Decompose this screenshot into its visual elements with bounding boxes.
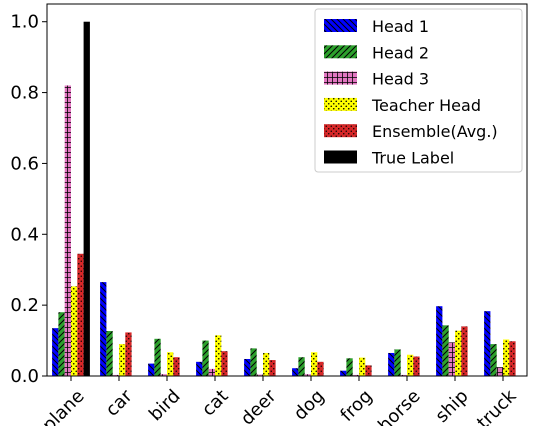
bar-truck-series-4 <box>509 341 516 376</box>
legend-label-0: Head 1 <box>372 17 429 36</box>
bar-plane-series-3 <box>71 286 78 376</box>
bar-plane-series-1 <box>58 312 65 376</box>
legend-label-2: Head 3 <box>372 70 429 89</box>
x-tick-label-frog: frog <box>336 386 376 426</box>
bar-plane-series-4 <box>77 253 84 376</box>
bar-deer-series-1 <box>250 348 257 376</box>
bar-bird-series-4 <box>173 357 180 376</box>
bar-frog-series-1 <box>346 358 353 376</box>
x-tick-label-car: car <box>102 385 137 420</box>
x-tick-label-deer: deer <box>237 385 281 426</box>
bar-deer-series-0 <box>244 358 251 376</box>
bar-bird-series-0 <box>148 363 155 376</box>
bar-plane-series-2 <box>64 85 71 377</box>
bar-horse-series-0 <box>388 352 395 376</box>
bar-car-series-2 <box>112 374 119 376</box>
bar-bird-series-1 <box>154 338 161 376</box>
legend-swatch-1 <box>324 45 357 59</box>
bar-ship-series-1 <box>442 325 449 376</box>
legend-label-5: True Label <box>371 149 454 168</box>
x-tick-label-plane: plane <box>38 386 88 426</box>
bar-bird-series-2 <box>160 374 167 376</box>
y-tick-label: 0.2 <box>10 295 39 316</box>
plot-frame <box>46 3 528 377</box>
bar-car-series-1 <box>106 331 113 376</box>
bar-deer-series-4 <box>269 360 276 376</box>
y-tick-label: 0.8 <box>10 83 39 104</box>
bar-dog-series-4 <box>317 361 324 376</box>
bar-frog-series-4 <box>365 365 372 376</box>
legend-label-3: Teacher Head <box>371 96 481 115</box>
bar-cat-series-3 <box>215 335 222 376</box>
bar-dog-series-1 <box>298 357 305 376</box>
bar-horse-series-4 <box>413 356 420 376</box>
bar-horse-series-2 <box>400 374 407 376</box>
legend-label-4: Ensemble(Avg.) <box>372 122 498 141</box>
bar-truck-series-2 <box>496 367 503 376</box>
x-tick-label-cat: cat <box>198 386 233 421</box>
bar-ship-series-0 <box>436 306 443 376</box>
y-tick-label: 0.6 <box>10 153 39 174</box>
legend-box <box>314 8 523 173</box>
bar-cat-series-4 <box>221 351 228 376</box>
bar-ship-series-2 <box>448 342 455 376</box>
bar-plane-series-0 <box>52 328 59 376</box>
bar-deer-series-2 <box>256 374 263 376</box>
bar-truck-series-1 <box>490 344 497 376</box>
x-tick-label-truck: truck <box>473 385 521 426</box>
legend-swatch-5 <box>324 150 357 164</box>
legend-swatch-4 <box>324 124 357 138</box>
bar-deer-series-3 <box>263 352 270 376</box>
bar-bird-series-3 <box>167 352 174 376</box>
bar-horse-series-3 <box>407 354 414 376</box>
axes <box>46 3 528 377</box>
x-tick-label-dog: dog <box>290 386 329 425</box>
bar-frog-series-2 <box>352 374 359 376</box>
legend-swatch-0 <box>324 19 357 32</box>
bar-car-series-3 <box>119 344 126 376</box>
x-tick-label-horse: horse <box>374 386 424 426</box>
x-tick-label-bird: bird <box>145 386 185 426</box>
bar-horse-series-1 <box>394 349 401 376</box>
legend: Head 1 Head 2 Head 3 Teacher Head Ensemble(A… <box>314 8 523 173</box>
bar-plane-series-5 <box>83 21 90 377</box>
legend-swatch-2 <box>324 71 357 85</box>
y-tick-label: 1.0 <box>10 12 39 33</box>
bar-truck-series-0 <box>484 311 491 376</box>
bar-truck-series-3 <box>503 339 510 376</box>
bars-layer <box>52 21 516 377</box>
bar-frog-series-3 <box>359 357 366 376</box>
y-tick-label: 0.4 <box>10 224 39 245</box>
bar-frog-series-0 <box>340 370 347 376</box>
x-tick-label-ship: ship <box>431 386 472 426</box>
legend-swatch-3 <box>324 97 357 111</box>
bar-cat-series-0 <box>196 361 203 376</box>
bar-ship-series-4 <box>461 326 468 376</box>
y-tick-label: 0.0 <box>10 366 39 387</box>
bar-cat-series-1 <box>202 340 209 376</box>
bar-car-series-4 <box>125 332 132 376</box>
bar-dog-series-3 <box>311 352 318 376</box>
bar-dog-series-2 <box>304 374 311 376</box>
bar-cat-series-2 <box>208 368 215 376</box>
bar-ship-series-3 <box>455 330 462 376</box>
bar-car-series-0 <box>100 282 107 376</box>
legend-label-1: Head 2 <box>372 43 429 62</box>
bar-dog-series-0 <box>292 368 299 376</box>
